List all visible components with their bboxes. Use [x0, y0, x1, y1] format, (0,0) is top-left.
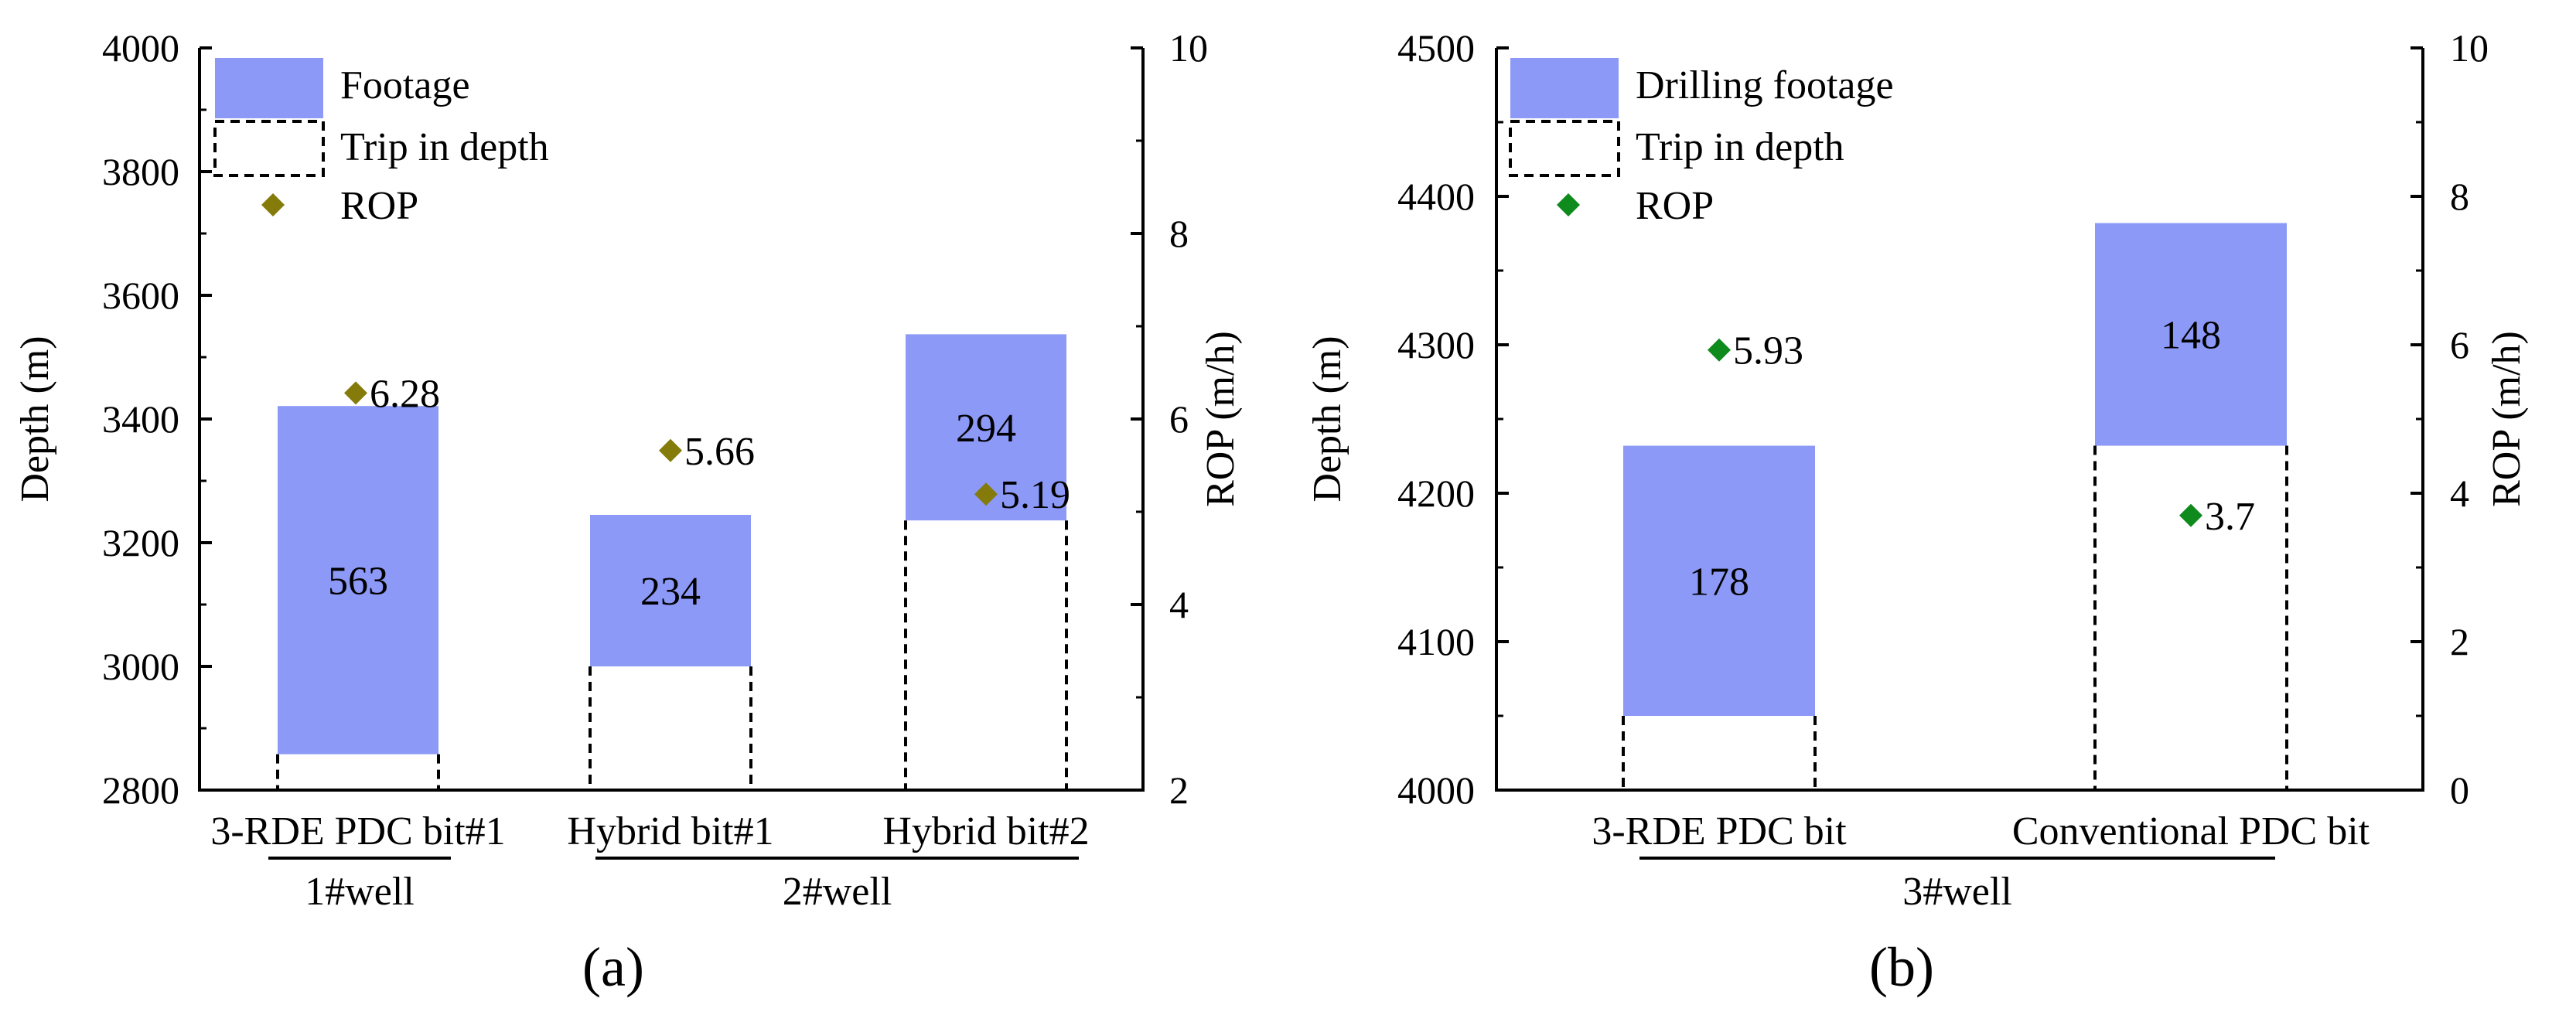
y-tick-label: 4300 — [1397, 323, 1475, 366]
panel-b: 178 5.93 148 3.7 4000 4100 4200 4300 4400 4500 0 2 4… — [1305, 26, 2529, 998]
legend-rop-marker — [1557, 193, 1580, 216]
footage-bar — [2095, 223, 2287, 446]
rop-label: 6.28 — [370, 372, 440, 416]
legend-footage-label: Drilling footage — [1636, 63, 1894, 107]
footage-label: 148 — [2161, 314, 2221, 358]
panel-a: 563 6.28 234 5.66 294 5.19 2800 3000 3200 3400 360… — [13, 26, 1243, 998]
y-tick-label: 3200 — [102, 521, 179, 564]
y-tick-label: 4500 — [1397, 26, 1475, 70]
rop-label: 3.7 — [2205, 495, 2255, 539]
legend-rop-label: ROP — [1636, 184, 1714, 228]
footage-label: 178 — [1689, 560, 1749, 604]
y2-tick-label: 4 — [1169, 583, 1189, 626]
rop-label: 5.66 — [684, 430, 755, 474]
legend-trip-swatch — [1509, 120, 1620, 177]
legend-trip-swatch — [213, 120, 325, 177]
y2-axis-title: ROP (m/h) — [1199, 331, 1243, 507]
trip-in-depth-bar — [2093, 445, 2288, 790]
rop-marker — [344, 381, 367, 405]
y-tick-label: 4400 — [1397, 175, 1475, 218]
footage-bar — [1623, 445, 1815, 716]
footage-label: 563 — [328, 559, 388, 603]
footage-label: 234 — [640, 570, 701, 614]
y-tick-label: 4000 — [102, 26, 179, 70]
group-label: 3#well — [1902, 870, 2012, 914]
y-tick-label: 3600 — [102, 274, 179, 317]
y-tick-label: 2800 — [102, 768, 179, 812]
trip-in-depth-bar — [589, 666, 752, 790]
rop-label: 5.19 — [1000, 473, 1070, 517]
y2-tick-label: 10 — [2450, 26, 2489, 70]
rop-marker — [659, 438, 682, 462]
footage-label: 294 — [956, 407, 1016, 451]
y2-tick-label: 10 — [1169, 26, 1208, 70]
y-tick-label: 4000 — [1397, 768, 1475, 812]
y-tick-label: 4100 — [1397, 620, 1475, 663]
y-tick-label: 3400 — [102, 397, 179, 441]
y-tick-label: 3000 — [102, 645, 179, 688]
trip-in-depth-bar — [904, 520, 1068, 790]
trip-in-depth-bar — [1622, 716, 1817, 790]
y-axis-title: Depth (m) — [1305, 336, 1349, 502]
legend-trip-label: Trip in depth — [1636, 125, 1844, 169]
group-label: 2#well — [783, 870, 892, 914]
footage-bar — [278, 406, 438, 755]
y2-tick-label: 6 — [1169, 397, 1189, 441]
panel-label: (b) — [1869, 936, 1934, 998]
y2-tick-label: 2 — [2450, 620, 2469, 663]
y2-tick-label: 8 — [1169, 212, 1189, 255]
footage-bar — [590, 515, 751, 666]
y2-tick-label: 0 — [2450, 768, 2469, 812]
group-label: 1#well — [305, 870, 415, 914]
rop-marker — [1708, 338, 1731, 362]
legend-footage-swatch — [1510, 58, 1619, 118]
legend: Footage Trip in depth ROP — [213, 58, 549, 228]
x-tick-label: 3-RDE PDC bit — [1592, 809, 1847, 853]
x-tick-label: Conventional PDC bit — [2012, 809, 2370, 853]
y2-axis-title: ROP (m/h) — [2485, 331, 2529, 507]
rop-label: 5.93 — [1733, 329, 1803, 373]
legend-footage-label: Footage — [340, 63, 470, 107]
y-tick-label: 4200 — [1397, 472, 1475, 515]
x-tick-label: Hybrid bit#1 — [567, 809, 773, 853]
legend-footage-swatch — [215, 58, 323, 118]
legend: Drilling footage Trip in depth ROP — [1509, 58, 1894, 228]
legend-trip-label: Trip in depth — [340, 125, 549, 169]
y2-tick-label: 8 — [2450, 175, 2469, 218]
rop-marker — [2179, 503, 2202, 527]
panel-label: (a) — [582, 936, 644, 998]
y2-tick-label: 4 — [2450, 472, 2469, 515]
trip-in-depth-bar — [276, 754, 440, 790]
y2-tick-label: 2 — [1169, 768, 1189, 812]
rop-marker — [974, 482, 998, 506]
legend-rop-label: ROP — [340, 184, 418, 228]
x-tick-label: 3-RDE PDC bit#1 — [210, 809, 505, 853]
legend-rop-marker — [261, 193, 285, 216]
y-tick-label: 3800 — [102, 150, 179, 193]
y2-tick-label: 6 — [2450, 323, 2469, 366]
x-tick-label: Hybrid bit#2 — [882, 809, 1089, 853]
y-axis-title: Depth (m) — [13, 336, 57, 502]
